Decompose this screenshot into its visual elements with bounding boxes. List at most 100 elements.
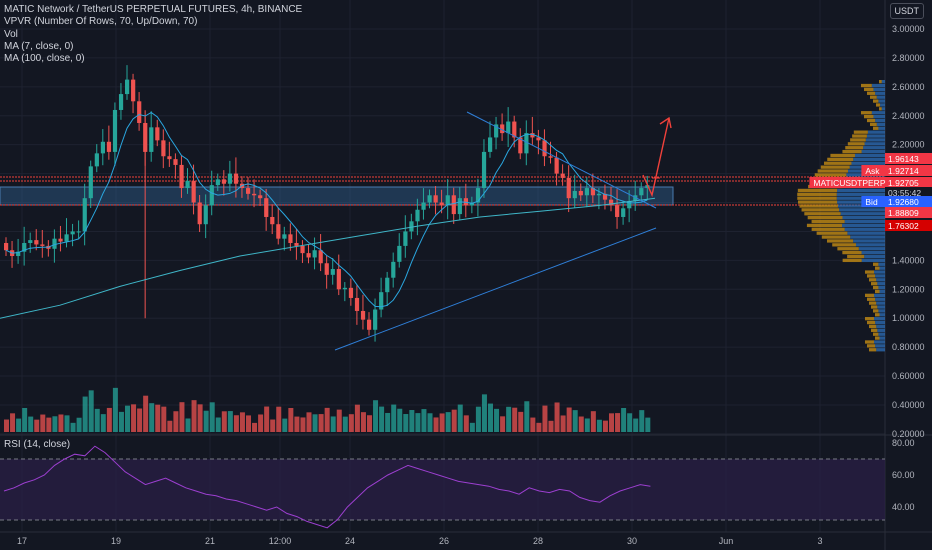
- volume-bar: [391, 404, 397, 432]
- rsi-legend[interactable]: RSI (14, close): [4, 439, 71, 450]
- vpvr-down-row: [861, 111, 872, 115]
- candle-body: [602, 193, 608, 200]
- price-tick-label: 1.20000: [892, 284, 925, 294]
- candle-body: [500, 124, 505, 134]
- vpvr-up-row: [858, 247, 885, 251]
- volume-bar: [379, 406, 385, 432]
- vpvr-down-row: [797, 196, 837, 200]
- volume-bar: [536, 422, 542, 432]
- candle-body: [324, 263, 329, 275]
- vpvr-up-row: [875, 320, 885, 325]
- indicator-vpvr[interactable]: VPVR (Number Of Rows, 70, Up/Down, 70): [4, 16, 198, 28]
- volume-bar: [40, 414, 46, 432]
- price-axis[interactable]: 3.00000 2.80000 2.60000 2.40000 2.20000 1.400…: [892, 24, 925, 512]
- candle-body: [233, 173, 239, 184]
- trendline-support: [334, 227, 657, 351]
- indicator-ma100[interactable]: MA (100, close, 0): [4, 53, 85, 65]
- candle-body: [469, 202, 475, 206]
- candle-body: [306, 253, 311, 258]
- vpvr-up-row: [836, 196, 885, 200]
- candle-body: [645, 185, 650, 189]
- vpvr-down-row: [871, 282, 878, 286]
- vpvr-up-row: [877, 305, 885, 309]
- vpvr-up-row: [873, 87, 885, 92]
- volume-bar: [554, 402, 560, 432]
- vpvr-up-row: [839, 208, 885, 212]
- symbol-title[interactable]: MATIC Network / TetherUS PERPETUAL FUTUR…: [4, 4, 303, 15]
- vpvr-down-row: [821, 235, 851, 239]
- volume-bar: [415, 413, 421, 432]
- vpvr-down-row: [870, 95, 877, 99]
- vpvr-down-row: [865, 270, 874, 274]
- indicator-vol[interactable]: Vol: [4, 28, 18, 40]
- vpvr-down-row: [875, 336, 880, 340]
- volume-bar: [125, 405, 130, 432]
- volume-bar: [590, 411, 596, 432]
- price-label-box: [885, 153, 932, 164]
- volume-bar: [282, 418, 288, 432]
- candle-body: [16, 251, 21, 257]
- time-tick-label: 21: [205, 536, 215, 546]
- vpvr-up-row: [878, 99, 885, 103]
- time-axis[interactable]: 17 19 21 12:00 24 26 28 30 Jun 3: [17, 536, 823, 546]
- vpvr-up-row: [879, 289, 885, 294]
- volume-bar: [246, 415, 251, 432]
- vpvr-down-row: [875, 313, 880, 317]
- vpvr-down-row: [865, 317, 874, 321]
- candle-body: [524, 133, 529, 154]
- vpvr-up-row: [876, 122, 885, 127]
- volume-bar: [306, 412, 312, 432]
- vpvr-down-row: [853, 130, 868, 134]
- vpvr-down-row: [847, 254, 865, 259]
- candle-body: [354, 297, 360, 311]
- vpvr-up-row: [876, 278, 885, 282]
- time-tick-label: 3: [817, 536, 822, 546]
- candle-body: [76, 231, 81, 233]
- volume-bar: [58, 414, 64, 432]
- projection-path: [642, 117, 670, 198]
- candle-body: [439, 202, 444, 206]
- volume-bar: [233, 415, 239, 432]
- vpvr-up-row: [876, 95, 885, 99]
- candle-body: [215, 179, 220, 186]
- rsi-tick-label: 40.00: [892, 502, 915, 512]
- volume-bar: [633, 418, 639, 432]
- volume-bar: [584, 418, 590, 432]
- vpvr-down-row: [876, 103, 881, 107]
- currency-button[interactable]: USDT: [889, 3, 924, 19]
- vpvr-down-row: [871, 305, 878, 309]
- vpvr-down-row: [850, 138, 866, 142]
- candle-body: [554, 157, 559, 174]
- volume-bar: [403, 414, 409, 432]
- volume-bar: [578, 416, 584, 432]
- candle-body: [70, 231, 75, 235]
- candle-body: [258, 195, 263, 199]
- vpvr-up-row: [850, 235, 885, 239]
- vpvr-down-row: [811, 227, 845, 231]
- vpvr-down-row: [879, 80, 882, 84]
- volume-bar: [354, 404, 360, 432]
- volume-bar: [645, 417, 651, 432]
- volume-bar: [463, 415, 469, 432]
- volume-bar: [10, 413, 16, 432]
- price-label-value: 03:55:42: [888, 188, 921, 198]
- volume-bar: [155, 404, 161, 432]
- indicator-ma7[interactable]: MA (7, close, 0): [4, 40, 74, 52]
- price-tick-label: 2.20000: [892, 140, 925, 150]
- vpvr-up-row: [877, 282, 885, 286]
- volume-bar: [179, 402, 185, 432]
- candle-body: [185, 180, 190, 189]
- candle-body: [318, 250, 323, 264]
- candle-body: [518, 137, 523, 154]
- vpvr-up-row: [842, 223, 885, 228]
- volume-bar: [300, 417, 306, 432]
- volume-bar: [494, 408, 500, 432]
- candle-body: [137, 101, 142, 123]
- candle-body: [415, 209, 420, 222]
- volume-bar: [602, 420, 608, 432]
- volume-bar: [639, 410, 645, 432]
- volume-bar: [131, 404, 137, 432]
- vpvr-down-row: [827, 157, 854, 161]
- candle-body: [609, 199, 614, 206]
